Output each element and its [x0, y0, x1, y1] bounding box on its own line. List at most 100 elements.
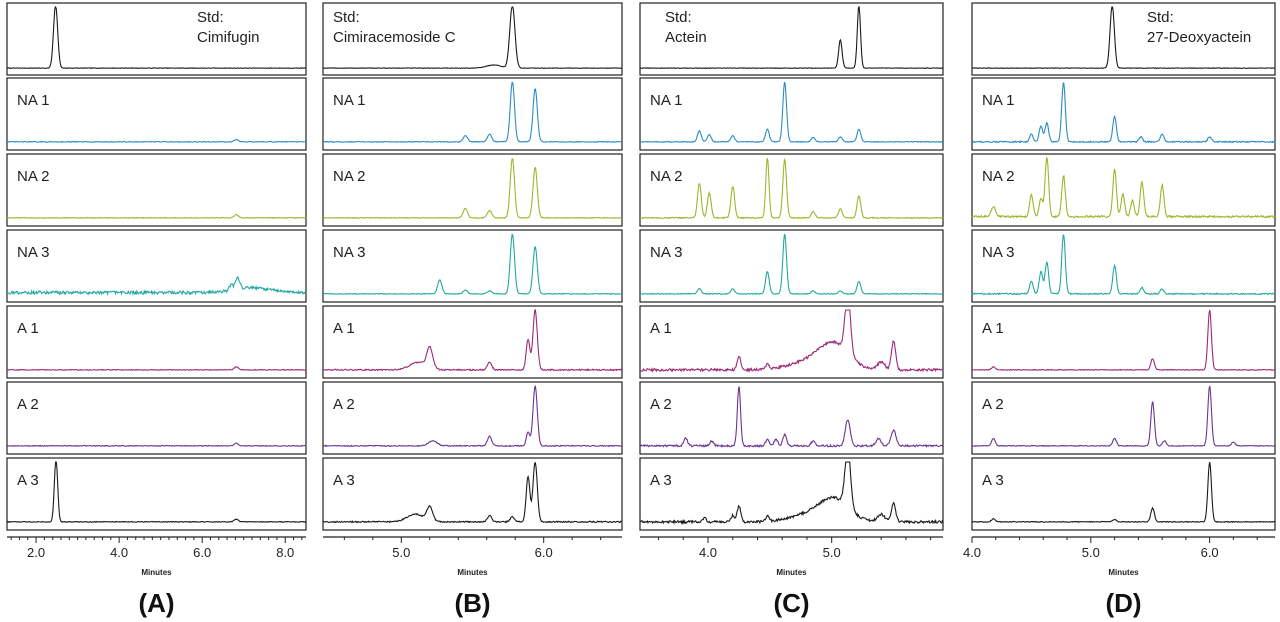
- series-trace-a-3: [6, 461, 307, 523]
- trace-frame: [971, 457, 1276, 531]
- series-trace-a-1: [6, 366, 307, 371]
- x-tick-label: 5.0: [823, 545, 841, 560]
- series-trace-na-3: [971, 234, 1276, 296]
- trace-frame: [971, 153, 1276, 227]
- row-label: A 2: [982, 396, 1004, 413]
- series-trace-na-2: [322, 158, 623, 219]
- trace-frame: [6, 2, 307, 76]
- trace-frame: [322, 2, 623, 76]
- row-label: A 2: [333, 396, 355, 413]
- trace-frame: [6, 305, 307, 379]
- row-label: A 1: [650, 320, 672, 337]
- row-label: NA 1: [17, 92, 50, 109]
- panel-label: (C): [773, 588, 809, 618]
- series-trace-na-1: [639, 81, 944, 143]
- x-tick-label: 5.0: [1082, 545, 1100, 560]
- trace-frame: [971, 77, 1276, 151]
- series-trace-a-1: [639, 309, 944, 373]
- series-trace-std: [6, 5, 307, 70]
- series-trace-na-2: [971, 156, 1276, 219]
- series-trace-na-3: [6, 276, 307, 297]
- x-tick-label: 6.0: [535, 545, 553, 560]
- row-label: A 3: [17, 472, 39, 489]
- trace-frame: [639, 381, 944, 455]
- x-tick-label: 4.0: [110, 545, 128, 560]
- series-trace-std: [639, 5, 944, 69]
- row-label: A 1: [982, 320, 1004, 337]
- panel-label: (B): [454, 588, 490, 618]
- trace-frame: [322, 229, 623, 303]
- series-trace-na-1: [6, 138, 307, 144]
- row-label: NA 1: [333, 92, 366, 109]
- trace-frame: [639, 153, 944, 227]
- chart-panel-1: NA 1 NA 2 NA 3 A 1 A 2 A 3 Std: Cimiracemoside …: [322, 2, 623, 618]
- std-compound-label: Std:: [665, 9, 692, 26]
- series-trace-a-2: [639, 386, 944, 448]
- x-axis-title: Minutes: [1108, 568, 1139, 577]
- panel-label: (D): [1105, 588, 1141, 618]
- std-compound-label: 27-Deoxyactein: [1147, 29, 1251, 46]
- x-axis-title: Minutes: [141, 568, 172, 577]
- trace-frame: [971, 305, 1276, 379]
- row-label: NA 2: [982, 168, 1015, 185]
- trace-frame: [971, 381, 1276, 455]
- x-tick-label: 2.0: [27, 545, 45, 560]
- series-trace-a-2: [971, 385, 1276, 447]
- trace-frame: [971, 2, 1276, 76]
- trace-frame: [322, 457, 623, 531]
- trace-frame: [971, 229, 1276, 303]
- trace-frame: [6, 381, 307, 455]
- series-trace-na-3: [639, 233, 944, 295]
- trace-frame: [322, 381, 623, 455]
- series-trace-std: [971, 6, 1276, 70]
- row-label: NA 2: [333, 168, 366, 185]
- std-compound-label: Std:: [197, 9, 224, 26]
- trace-frame: [639, 2, 944, 76]
- x-tick-label: 6.0: [193, 545, 211, 560]
- std-compound-label: Std:: [333, 9, 360, 26]
- series-trace-a-1: [971, 309, 1276, 371]
- row-label: A 3: [650, 472, 672, 489]
- row-label: A 3: [982, 472, 1004, 489]
- series-trace-na-3: [322, 233, 623, 296]
- series-trace-a-2: [6, 442, 307, 447]
- row-label: A 2: [17, 396, 39, 413]
- trace-frame: [6, 229, 307, 303]
- row-label: NA 3: [17, 244, 50, 261]
- series-trace-a-1: [322, 309, 623, 372]
- series-trace-na-2: [6, 213, 307, 219]
- panel-label: (A): [138, 588, 174, 618]
- row-label: NA 1: [982, 92, 1015, 109]
- row-label: NA 2: [650, 168, 683, 185]
- x-tick-label: 6.0: [1201, 545, 1219, 560]
- row-label: A 1: [333, 320, 355, 337]
- std-compound-label: Cimiracemoside C: [333, 29, 456, 46]
- trace-frame: [639, 77, 944, 151]
- row-label: NA 3: [650, 244, 683, 261]
- series-trace-a-3: [322, 462, 623, 524]
- trace-frame: [322, 305, 623, 379]
- trace-frame: [322, 153, 623, 227]
- row-label: A 1: [17, 320, 39, 337]
- series-trace-na-1: [971, 82, 1276, 144]
- trace-frame: [639, 229, 944, 303]
- std-compound-label: Std:: [1147, 9, 1174, 26]
- x-axis-title: Minutes: [457, 568, 488, 577]
- series-trace-a-3: [972, 461, 1276, 523]
- row-label: A 2: [650, 396, 672, 413]
- series-trace-std: [322, 6, 622, 70]
- row-label: NA 1: [650, 92, 683, 109]
- std-compound-label: Cimifugin: [197, 29, 260, 46]
- x-tick-label: 5.0: [392, 545, 410, 560]
- x-tick-label: 4.0: [699, 545, 717, 560]
- row-label: NA 2: [17, 168, 50, 185]
- x-tick-label: 8.0: [276, 545, 294, 560]
- row-label: A 3: [333, 472, 355, 489]
- chart-panel-0: NA 1 NA 2 NA 3 A 1 A 2 A 3 Std: Cimifugin 2.0 4.0…: [6, 2, 307, 618]
- chart-panel-3: NA 1 NA 2 NA 3 A 1 A 2 A 3 Std: 27-Deoxyactein 4…: [963, 2, 1276, 618]
- x-axis-title: Minutes: [776, 568, 807, 577]
- trace-frame: [322, 77, 623, 151]
- trace-frame: [639, 457, 944, 531]
- series-trace-a-3: [639, 461, 944, 525]
